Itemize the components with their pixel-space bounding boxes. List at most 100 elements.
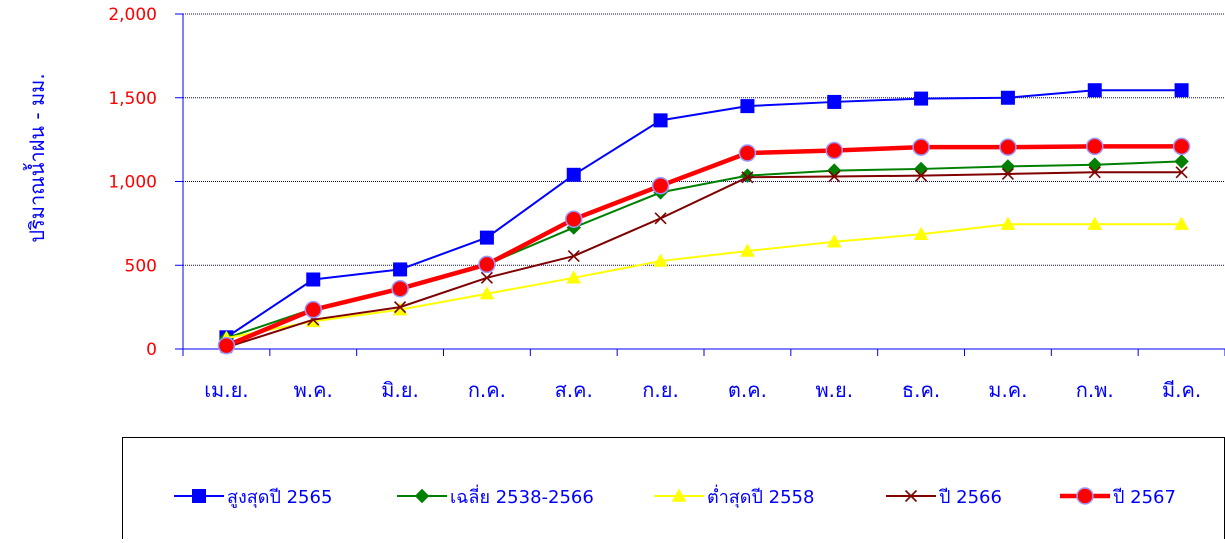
series-5 [217, 137, 1191, 355]
legend-item-5: ปี 2567 [1060, 487, 1176, 508]
series-5-point [478, 255, 496, 274]
y-tick-label: 1,500 [108, 89, 157, 109]
series-3-point [913, 226, 929, 240]
series-5-point [738, 144, 757, 162]
x-tick-label: ส.ค. [555, 378, 593, 402]
series-line-4 [226, 171, 1182, 349]
series-1-point [306, 272, 321, 287]
legend-label: ปี 2566 [939, 487, 1002, 508]
y-tick-label: 2,000 [108, 5, 157, 25]
series-1-point [1000, 90, 1015, 105]
legend-item-2: เฉลี่ย 2538-2566 [397, 484, 594, 508]
series-4-point-b [480, 271, 493, 284]
series-4-point-b [1175, 166, 1188, 179]
y-tick-label: 0 [146, 340, 157, 360]
series-3-point [1174, 216, 1189, 230]
x-tick-label: พ.ย. [815, 378, 853, 402]
series-3-point [826, 234, 842, 248]
series-4 [220, 166, 1188, 354]
series-5-point [565, 210, 583, 228]
legend-label: เฉลี่ย 2538-2566 [450, 484, 594, 508]
series-4-point [480, 271, 493, 284]
x-tick-label: ก.ย. [642, 378, 679, 402]
series-4-point [394, 301, 407, 314]
legend-swatch-marker [671, 488, 687, 502]
series-5-point [825, 141, 843, 160]
x-tick-label: เม.ย. [204, 378, 248, 402]
series-5-point [912, 138, 930, 156]
legend-layer: สูงสุดปี 2565 เฉลี่ย 2538-2566 ต่ำสุดปี 25… [122, 437, 1225, 540]
series-3-point [1000, 216, 1016, 230]
series-5-point [1086, 137, 1104, 156]
x-tick-label: ก.พ. [1076, 378, 1114, 402]
series-3-point [1087, 216, 1103, 230]
series-4-point [1088, 166, 1101, 179]
legend-swatch-marker [1076, 487, 1094, 505]
legend-swatch-marker [904, 489, 918, 503]
series-2-point [913, 161, 929, 177]
series-2-point [1000, 159, 1016, 174]
legend-item-4: ปี 2566 [886, 487, 1002, 508]
legend-swatch-marker [192, 489, 206, 503]
x-tick-label: ธ.ค. [902, 378, 940, 402]
series-line-1 [225, 89, 1182, 339]
y-axis-title: ปริมาณน้ำฝน - มม. [23, 73, 49, 242]
series-5-point [304, 300, 322, 319]
series-1-point [653, 113, 668, 128]
series-1-point [740, 99, 755, 114]
series-4-point-b [394, 301, 407, 314]
series-3-point [479, 286, 495, 300]
series-4-point [654, 212, 667, 225]
series-4-point [741, 171, 754, 184]
series-4-point-b [741, 171, 754, 184]
legend-box [122, 437, 1225, 540]
series-5-point [391, 279, 409, 298]
legend-item-1: สูงสุดปี 2565 [174, 487, 332, 508]
series-5-point [999, 138, 1017, 156]
x-tick-label: พ.ค. [294, 378, 333, 402]
legend-label: ปี 2567 [1113, 487, 1176, 508]
series-2 [219, 154, 1189, 346]
y-tick-label: 500 [125, 256, 157, 276]
series-4-point [828, 170, 841, 183]
series-1-point [479, 230, 494, 245]
series-4-point-b [828, 170, 841, 183]
legend-item-3: ต่ำสุดปี 2558 [654, 484, 814, 508]
legend-swatch-marker-b [904, 489, 918, 503]
series-1-point [566, 167, 581, 182]
legend-label: สูงสุดปี 2565 [227, 487, 332, 508]
series-5-point [217, 336, 236, 355]
series-layer [217, 83, 1191, 355]
legend-swatch-marker [414, 488, 430, 504]
series-2-point [1087, 157, 1102, 172]
series-3-point [392, 302, 408, 316]
series-line-3 [226, 223, 1182, 340]
series-1-point [914, 91, 929, 106]
series-3-point [653, 253, 668, 267]
x-tick-label: มี.ค. [1162, 378, 1201, 402]
series-3 [219, 216, 1189, 344]
axes-layer: 0 500 1,000 1,500 2,000 เม.ย. พ.ค. มิ.ย. ก.ค. ส.ค… [108, 5, 1225, 402]
series-4-point-b [1001, 167, 1014, 181]
series-5-point [651, 176, 670, 195]
legend-label: ต่ำสุดปี 2558 [707, 484, 814, 508]
series-4-point [567, 249, 580, 263]
series-4-point-b [915, 169, 928, 182]
series-2-point [1174, 154, 1189, 169]
series-3-point [566, 270, 582, 284]
series-5-point [1172, 137, 1191, 156]
series-1 [219, 83, 1189, 345]
x-tick-label: ต.ค. [728, 378, 767, 402]
y-tick-label: 1,000 [108, 173, 157, 193]
x-tick-label: ม.ค. [988, 378, 1027, 402]
series-4-point-b [1088, 166, 1101, 179]
series-1-point [1174, 83, 1189, 98]
x-tick-label: มิ.ย. [381, 378, 419, 402]
series-1-point [1087, 83, 1102, 98]
series-4-point-b [654, 212, 667, 225]
grid-layer [183, 13, 1225, 266]
x-tick-label: ก.ค. [468, 378, 506, 402]
series-4-point-b [567, 249, 580, 263]
